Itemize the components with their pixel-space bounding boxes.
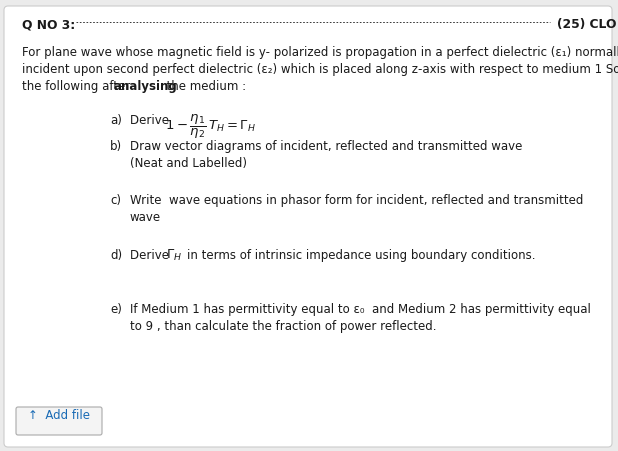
Text: $\Gamma_H$: $\Gamma_H$ [166,248,182,263]
Text: c): c) [110,194,121,207]
Text: the medium :: the medium : [159,80,246,93]
Text: Write  wave equations in phasor form for incident, reflected and transmitted: Write wave equations in phasor form for … [130,194,583,207]
Text: $1 - \dfrac{\eta_1}{\eta_2}\,T_H = \Gamma_H$: $1 - \dfrac{\eta_1}{\eta_2}\,T_H = \Gamm… [165,113,256,141]
Text: (Neat and Labelled): (Neat and Labelled) [130,157,247,170]
FancyBboxPatch shape [16,407,102,435]
Text: d): d) [110,249,122,262]
Text: to 9 , than calculate the fraction of power reflected.: to 9 , than calculate the fraction of po… [130,320,436,333]
Text: incident upon second perfect dielectric (ε₂) which is placed along z-axis with r: incident upon second perfect dielectric … [22,63,618,76]
Text: Draw vector diagrams of incident, reflected and transmitted wave: Draw vector diagrams of incident, reflec… [130,140,522,153]
Text: Derive: Derive [130,249,177,262]
Text: Derive: Derive [130,114,177,127]
Text: the following after: the following after [22,80,134,93]
Text: For plane wave whose magnetic field is y- polarized is propagation in a perfect : For plane wave whose magnetic field is y… [22,46,618,59]
Text: analysing: analysing [113,80,177,93]
FancyBboxPatch shape [4,6,612,447]
Text: b): b) [110,140,122,153]
Text: wave: wave [130,212,161,225]
Text: ↑  Add file: ↑ Add file [28,409,90,422]
Text: Q NO 3:: Q NO 3: [22,18,75,31]
Text: (25) CLO 3: (25) CLO 3 [557,18,618,31]
Text: in terms of intrinsic impedance using boundary conditions.: in terms of intrinsic impedance using bo… [187,249,536,262]
Text: If Medium 1 has permittivity equal to ε₀  and Medium 2 has permittivity equal: If Medium 1 has permittivity equal to ε₀… [130,303,591,316]
Text: a): a) [110,114,122,127]
Text: e): e) [110,303,122,316]
